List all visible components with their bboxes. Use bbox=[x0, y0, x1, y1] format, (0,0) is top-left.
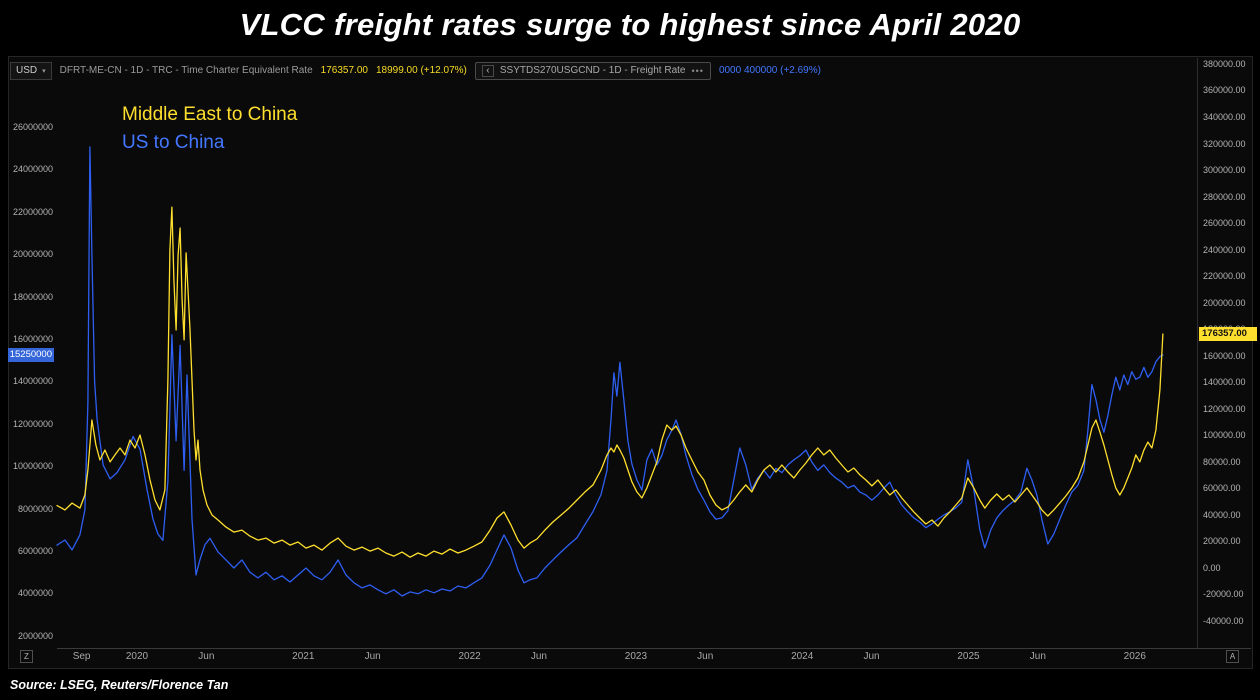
right-axis-tick: 120000.00 bbox=[1203, 403, 1246, 414]
series2-description: SSYTDS270USGCND - 1D - Freight Rate bbox=[499, 65, 686, 76]
chart-toolbar: USD ▾ DFRT-ME-CN - 1D - TRC - Time Chart… bbox=[10, 61, 821, 80]
right-axis-tick: 340000.00 bbox=[1203, 112, 1246, 122]
legend: Middle East to China US to China bbox=[122, 101, 297, 157]
left-axis-tick: 8000000 bbox=[17, 503, 53, 514]
left-axis-tick: 14000000 bbox=[12, 376, 53, 387]
page-title: VLCC freight rates surge to highest sinc… bbox=[239, 7, 1021, 42]
series1-description: DFRT-ME-CN - 1D - TRC - Time Charter Equ… bbox=[59, 65, 313, 76]
right-axis-tick: 100000.00 bbox=[1203, 430, 1246, 441]
right-axis-tick: 140000.00 bbox=[1203, 377, 1246, 388]
series1-change: 18999.00 (+12.07%) bbox=[375, 65, 467, 76]
x-axis-tick: 2025 bbox=[957, 651, 980, 662]
right-axis-tick: -40000.00 bbox=[1203, 615, 1244, 626]
left-axis-tick: 10000000 bbox=[12, 461, 53, 472]
right-axis-tick: 0.00 bbox=[1203, 562, 1221, 573]
x-axis-tick: Sep bbox=[72, 651, 91, 662]
x-axis-tick: Jun bbox=[364, 651, 381, 662]
left-axis-tick: 26000000 bbox=[12, 122, 53, 132]
series2-pill[interactable]: ‹ SSYTDS270USGCND - 1D - Freight Rate ••… bbox=[474, 61, 711, 80]
left-axis-tick: 18000000 bbox=[12, 291, 53, 302]
chevron-down-icon: ▾ bbox=[42, 67, 46, 75]
last-value-badge-yellow: 176357.00 bbox=[1199, 327, 1257, 342]
x-axis-tick: 2026 bbox=[1123, 651, 1146, 662]
x-axis-tick: 2024 bbox=[791, 651, 814, 662]
left-axis-tick: 20000000 bbox=[12, 249, 53, 260]
currency-dropdown[interactable]: USD ▾ bbox=[10, 61, 52, 80]
x-axis-tick: 2020 bbox=[125, 651, 149, 662]
right-axis-tick: 40000.00 bbox=[1203, 509, 1241, 520]
source-attribution: Source: LSEG, Reuters/Florence Tan bbox=[10, 678, 229, 692]
right-axis-tick: -20000.00 bbox=[1203, 589, 1244, 600]
left-axis-tick: 22000000 bbox=[12, 206, 53, 217]
legend-item-middle-east-china: Middle East to China bbox=[122, 104, 298, 125]
right-axis-tick: 80000.00 bbox=[1203, 456, 1241, 467]
z-button[interactable]: Z bbox=[20, 650, 33, 663]
series2-values: 0000 400000 (+2.69%) bbox=[718, 65, 821, 76]
chevron-left-icon[interactable]: ‹ bbox=[481, 64, 494, 77]
x-axis-tick: 2021 bbox=[292, 651, 315, 662]
left-axis-tick: 16000000 bbox=[12, 334, 53, 344]
legend-item-us-china: US to China bbox=[122, 132, 225, 153]
right-axis-tick: 260000.00 bbox=[1203, 218, 1246, 229]
left-axis-tick: 4000000 bbox=[17, 588, 53, 599]
currency-label: USD bbox=[16, 65, 38, 76]
right-axis-tick: 280000.00 bbox=[1203, 191, 1246, 202]
right-axis-tick: 320000.00 bbox=[1203, 138, 1246, 149]
x-axis-tick: Jun bbox=[530, 651, 547, 662]
x-axis-tick: Jun bbox=[863, 651, 880, 662]
left-axis-tick: 6000000 bbox=[17, 546, 53, 556]
right-axis-tick: 220000.00 bbox=[1203, 271, 1246, 282]
right-axis-tick: 200000.00 bbox=[1203, 297, 1246, 308]
right-axis-tick: 300000.00 bbox=[1203, 165, 1246, 176]
last-value-badge-blue: 15250000 bbox=[8, 347, 54, 362]
left-axis-tick: 24000000 bbox=[12, 164, 53, 175]
more-options-icon[interactable]: ••• bbox=[691, 65, 704, 76]
x-axis-tick: Jun bbox=[697, 651, 714, 662]
left-axis-tick: 2000000 bbox=[17, 630, 53, 641]
x-axis-tick: 2023 bbox=[624, 651, 648, 662]
right-axis-tick: 380000.00 bbox=[1203, 58, 1246, 69]
right-axis-tick: 60000.00 bbox=[1203, 483, 1241, 494]
right-axis-tick: 360000.00 bbox=[1203, 85, 1246, 96]
x-axis-tick: Jun bbox=[198, 651, 215, 662]
right-axis-tick: 160000.00 bbox=[1203, 350, 1246, 361]
x-axis-tick: 2022 bbox=[458, 651, 481, 662]
a-button[interactable]: A bbox=[1226, 650, 1239, 663]
right-axis-tick: 20000.00 bbox=[1203, 536, 1241, 547]
left-axis-tick: 12000000 bbox=[12, 418, 53, 429]
x-axis-tick: Jun bbox=[1029, 651, 1046, 662]
series1-last-value: 176357.00 bbox=[320, 65, 368, 76]
right-axis-tick: 240000.00 bbox=[1203, 244, 1246, 255]
